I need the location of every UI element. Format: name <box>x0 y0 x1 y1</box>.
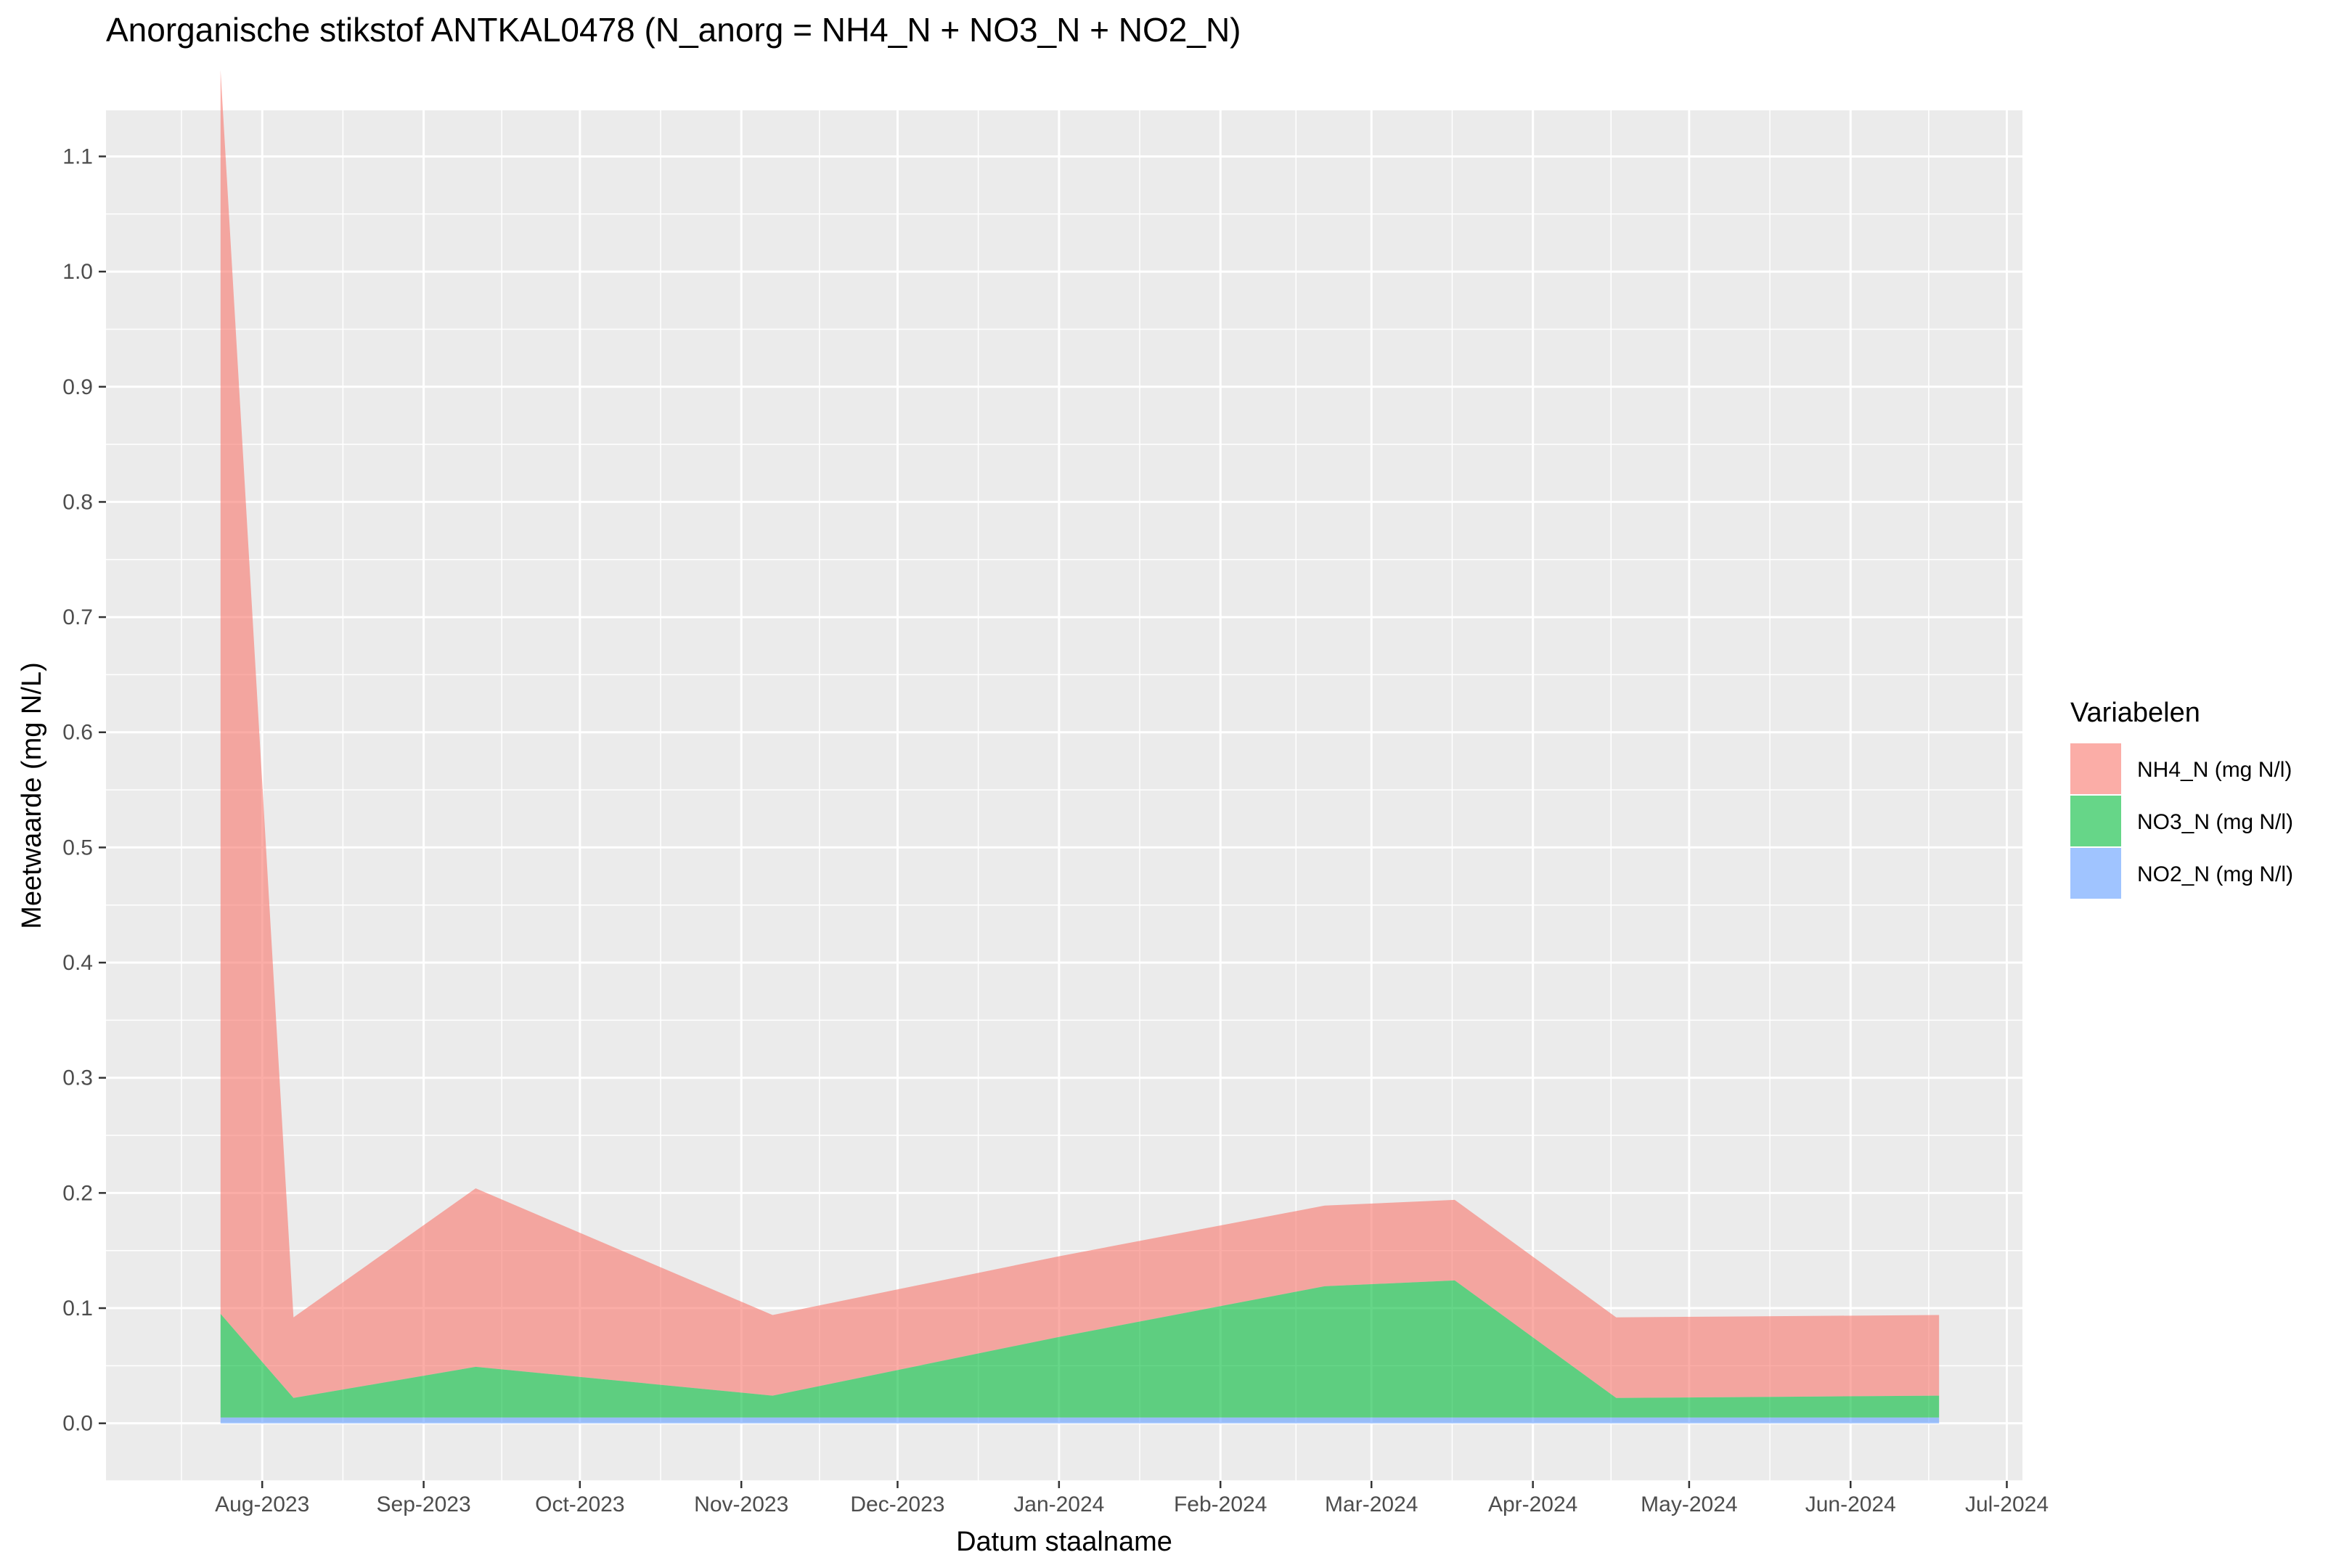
legend-title: Variabelen <box>2070 698 2200 728</box>
x-tick-label: Jul-2024 <box>1965 1493 2049 1516</box>
y-tick-label: 0.0 <box>62 1412 93 1436</box>
x-tick-label: Feb-2024 <box>1174 1493 1267 1516</box>
y-tick-label: 0.7 <box>62 605 93 629</box>
area-no3-n <box>220 1280 1940 1418</box>
x-tick-label: Oct-2023 <box>535 1493 624 1516</box>
y-tick-label: 1.1 <box>62 144 93 168</box>
y-axis-title: Meetwaarde (mg N/L) <box>17 662 47 928</box>
chart-title: Anorganische stikstof ANTKAL0478 (N_anor… <box>106 11 1241 49</box>
y-tick-label: 0.9 <box>62 375 93 399</box>
grid-minor <box>106 110 2022 1482</box>
x-axis: Aug-2023 Sep-2023 Oct-2023 Nov-2023 Dec-2023… <box>215 1481 2049 1516</box>
legend-key-nh4-n <box>2070 743 2121 794</box>
legend-label-no3-n: NO3_N (mg N/l) <box>2137 810 2293 834</box>
y-tick-label: 0.4 <box>62 951 93 975</box>
y-tick-label: 0.1 <box>62 1297 93 1320</box>
legend-key-no2-n <box>2070 848 2121 899</box>
legend: Variabelen NH4_N (mg N/l)NO3_N (mg N/l)N… <box>2070 698 2293 899</box>
x-tick-label: Nov-2023 <box>694 1493 788 1516</box>
legend-key-no3-n <box>2070 796 2121 846</box>
y-tick-label: 0.3 <box>62 1066 93 1090</box>
area-nh4-n <box>220 70 1940 1398</box>
x-tick-label: Jan-2024 <box>1013 1493 1104 1516</box>
x-tick-label: May-2024 <box>1641 1493 1737 1516</box>
area-no2-n <box>220 1417 1940 1424</box>
legend-label-nh4-n: NH4_N (mg N/l) <box>2137 758 2292 782</box>
x-tick-label: Sep-2023 <box>377 1493 471 1516</box>
x-axis-title: Datum staalname <box>956 1527 1172 1557</box>
legend-items: NH4_N (mg N/l) NO3_N (mg N/l) NO2_N (mg N/… <box>2070 743 2293 899</box>
x-tick-label: Mar-2024 <box>1325 1493 1418 1516</box>
area-series-group <box>220 70 1940 1424</box>
x-tick-label: Jun-2024 <box>1805 1493 1896 1516</box>
y-tick-label: 0.2 <box>62 1181 93 1205</box>
y-tick-label: 0.5 <box>62 836 93 859</box>
y-tick-label: 0.6 <box>62 721 93 745</box>
y-tick-label: 1.0 <box>62 260 93 284</box>
x-tick-label: Aug-2023 <box>215 1493 309 1516</box>
y-axis: 0.0 0.1 0.2 0.3 0.4 0.5 0.6 0.7 0.8 0.9 1.0 1.1 <box>62 144 106 1436</box>
y-tick-label: 0.8 <box>62 490 93 514</box>
legend-label-no2-n: NO2_N (mg N/l) <box>2137 862 2293 886</box>
x-tick-label: Dec-2023 <box>850 1493 944 1516</box>
x-tick-label: Apr-2024 <box>1488 1493 1577 1516</box>
